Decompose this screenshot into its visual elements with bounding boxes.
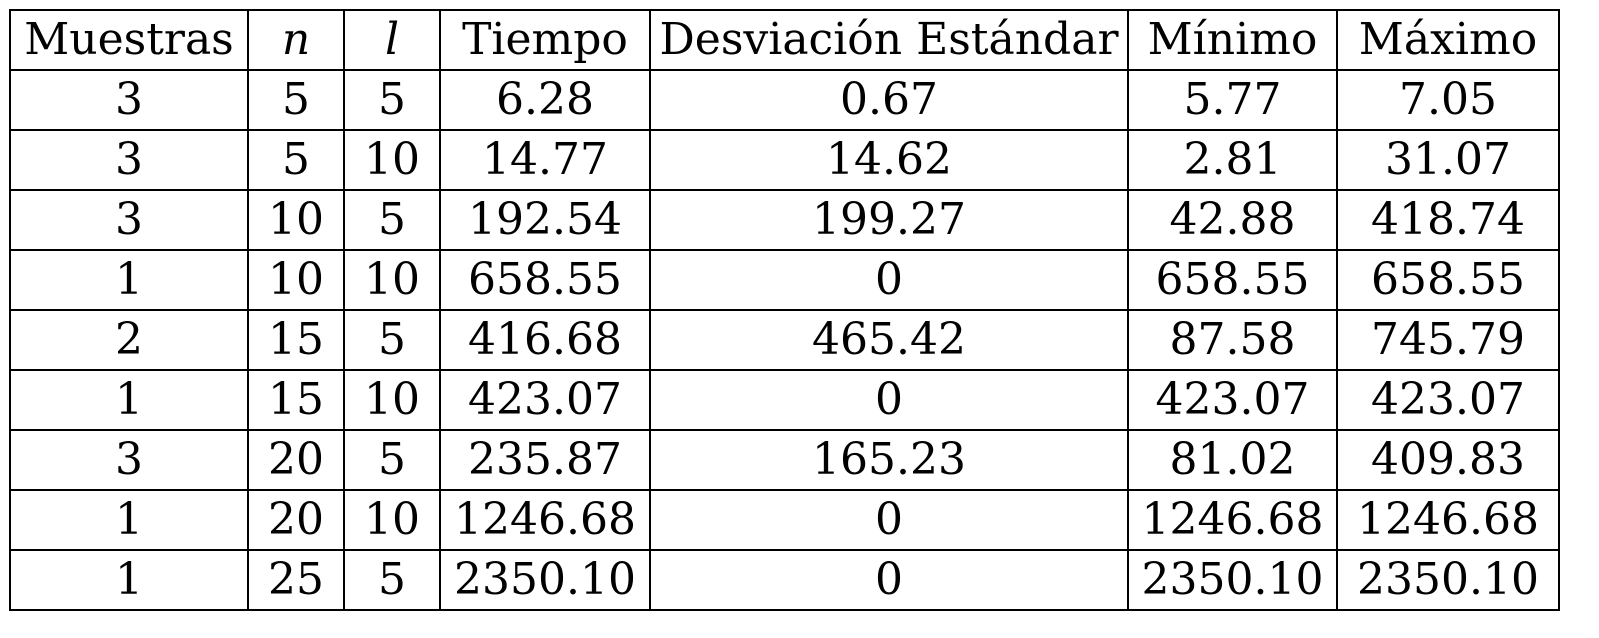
header-muestras: Muestras — [9, 9, 249, 71]
cell-n: 10 — [247, 249, 345, 311]
cell-maximo: 745.79 — [1336, 309, 1560, 371]
cell-minimo: 5.77 — [1127, 69, 1338, 131]
cell-l: 10 — [343, 489, 441, 551]
cell-desviacion-estandar: 0 — [649, 369, 1129, 431]
cell-l: 5 — [343, 429, 441, 491]
cell-l: 10 — [343, 369, 441, 431]
table-container: Muestras n l Tiempo Desviación Estándar … — [9, 9, 1560, 611]
cell-muestras: 3 — [9, 69, 249, 131]
cell-n: 25 — [247, 549, 345, 611]
table-row: 3 10 5 192.54 199.27 42.88 418.74 — [9, 189, 1560, 251]
cell-n: 5 — [247, 129, 345, 191]
cell-tiempo: 14.77 — [439, 129, 651, 191]
cell-n: 5 — [247, 69, 345, 131]
cell-maximo: 418.74 — [1336, 189, 1560, 251]
cell-n: 20 — [247, 489, 345, 551]
table-row: 1 10 10 658.55 0 658.55 658.55 — [9, 249, 1560, 311]
cell-maximo: 7.05 — [1336, 69, 1560, 131]
header-n: n — [247, 9, 345, 71]
cell-n: 15 — [247, 309, 345, 371]
table-row: 3 20 5 235.87 165.23 81.02 409.83 — [9, 429, 1560, 491]
cell-muestras: 1 — [9, 549, 249, 611]
cell-muestras: 1 — [9, 489, 249, 551]
table-row: 1 25 5 2350.10 0 2350.10 2350.10 — [9, 549, 1560, 611]
cell-l: 10 — [343, 249, 441, 311]
cell-minimo: 87.58 — [1127, 309, 1338, 371]
cell-n: 15 — [247, 369, 345, 431]
table-row: 2 15 5 416.68 465.42 87.58 745.79 — [9, 309, 1560, 371]
cell-minimo: 81.02 — [1127, 429, 1338, 491]
cell-tiempo: 235.87 — [439, 429, 651, 491]
cell-l: 10 — [343, 129, 441, 191]
cell-l: 5 — [343, 189, 441, 251]
table-row: 3 5 5 6.28 0.67 5.77 7.05 — [9, 69, 1560, 131]
cell-maximo: 409.83 — [1336, 429, 1560, 491]
cell-tiempo: 423.07 — [439, 369, 651, 431]
cell-desviacion-estandar: 199.27 — [649, 189, 1129, 251]
header-minimo: Mínimo — [1127, 9, 1338, 71]
header-desviacion-estandar: Desviación Estándar — [649, 9, 1129, 71]
cell-l: 5 — [343, 549, 441, 611]
cell-tiempo: 2350.10 — [439, 549, 651, 611]
cell-minimo: 42.88 — [1127, 189, 1338, 251]
cell-desviacion-estandar: 465.42 — [649, 309, 1129, 371]
cell-tiempo: 6.28 — [439, 69, 651, 131]
cell-minimo: 1246.68 — [1127, 489, 1338, 551]
cell-muestras: 1 — [9, 249, 249, 311]
cell-maximo: 31.07 — [1336, 129, 1560, 191]
cell-desviacion-estandar: 0.67 — [649, 69, 1129, 131]
table-row: 1 15 10 423.07 0 423.07 423.07 — [9, 369, 1560, 431]
cell-minimo: 658.55 — [1127, 249, 1338, 311]
header-l: l — [343, 9, 441, 71]
cell-minimo: 2350.10 — [1127, 549, 1338, 611]
cell-desviacion-estandar: 165.23 — [649, 429, 1129, 491]
cell-tiempo: 658.55 — [439, 249, 651, 311]
cell-muestras: 3 — [9, 429, 249, 491]
cell-minimo: 2.81 — [1127, 129, 1338, 191]
cell-l: 5 — [343, 309, 441, 371]
cell-tiempo: 416.68 — [439, 309, 651, 371]
table-row: 3 5 10 14.77 14.62 2.81 31.07 — [9, 129, 1560, 191]
cell-l: 5 — [343, 69, 441, 131]
cell-muestras: 3 — [9, 189, 249, 251]
cell-muestras: 1 — [9, 369, 249, 431]
cell-desviacion-estandar: 14.62 — [649, 129, 1129, 191]
cell-maximo: 2350.10 — [1336, 549, 1560, 611]
cell-maximo: 1246.68 — [1336, 489, 1560, 551]
cell-desviacion-estandar: 0 — [649, 489, 1129, 551]
cell-n: 10 — [247, 189, 345, 251]
cell-maximo: 423.07 — [1336, 369, 1560, 431]
cell-tiempo: 1246.68 — [439, 489, 651, 551]
header-tiempo: Tiempo — [439, 9, 651, 71]
cell-muestras: 2 — [9, 309, 249, 371]
cell-muestras: 3 — [9, 129, 249, 191]
results-table: Muestras n l Tiempo Desviación Estándar … — [9, 9, 1560, 611]
cell-n: 20 — [247, 429, 345, 491]
table-body: 3 5 5 6.28 0.67 5.77 7.05 3 5 10 14.77 14.62 2.81 31.… — [9, 69, 1560, 611]
table-row: 1 20 10 1246.68 0 1246.68 1246.68 — [9, 489, 1560, 551]
header-row: Muestras n l Tiempo Desviación Estándar … — [9, 9, 1560, 71]
cell-minimo: 423.07 — [1127, 369, 1338, 431]
cell-tiempo: 192.54 — [439, 189, 651, 251]
cell-maximo: 658.55 — [1336, 249, 1560, 311]
cell-desviacion-estandar: 0 — [649, 249, 1129, 311]
cell-desviacion-estandar: 0 — [649, 549, 1129, 611]
header-maximo: Máximo — [1336, 9, 1560, 71]
